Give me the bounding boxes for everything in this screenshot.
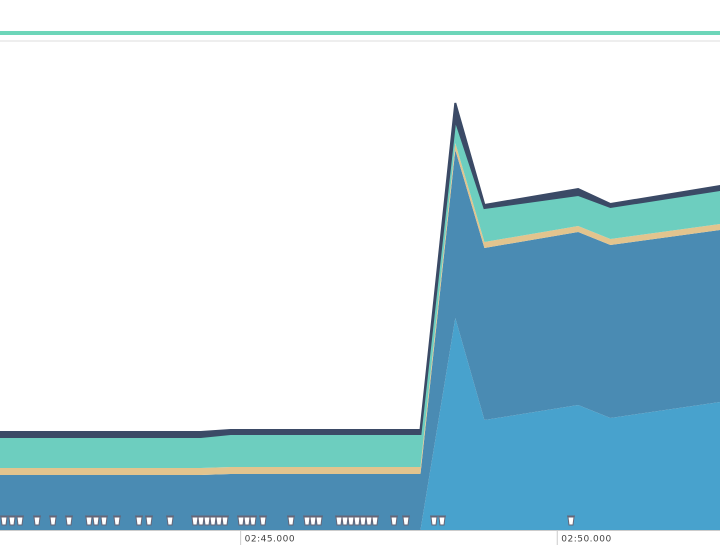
event-icons bbox=[0, 515, 575, 526]
trash-icon bbox=[8, 515, 16, 526]
trash-icon bbox=[567, 515, 575, 526]
trash-icon bbox=[113, 515, 121, 526]
areas bbox=[0, 102, 720, 530]
trash-icon bbox=[92, 515, 100, 526]
x-tick-label: 02:45.000 bbox=[245, 535, 295, 545]
trash-icon bbox=[315, 515, 323, 526]
trash-icon bbox=[191, 515, 199, 526]
trash-icon bbox=[287, 515, 295, 526]
trash-icon bbox=[65, 515, 73, 526]
top-bar bbox=[0, 31, 720, 35]
trash-icon bbox=[390, 515, 398, 526]
area-layer bbox=[0, 150, 720, 530]
trash-icon bbox=[33, 515, 41, 526]
trash-icon bbox=[0, 515, 8, 526]
trash-icon bbox=[145, 515, 153, 526]
trash-icon bbox=[166, 515, 174, 526]
trash-icon bbox=[438, 515, 446, 526]
trash-icon bbox=[249, 515, 257, 526]
trash-icon bbox=[85, 515, 93, 526]
x-tick-label: 02:50.000 bbox=[561, 535, 611, 545]
trash-icon bbox=[100, 515, 108, 526]
area-layer bbox=[0, 102, 720, 438]
trash-icon bbox=[402, 515, 410, 526]
trash-icon bbox=[49, 515, 57, 526]
trash-icon bbox=[135, 515, 143, 526]
trash-icon bbox=[430, 515, 438, 526]
area-layer bbox=[0, 318, 720, 530]
trash-icon bbox=[221, 515, 229, 526]
area-layer bbox=[0, 120, 720, 468]
trash-icon bbox=[215, 515, 223, 526]
trash-icon bbox=[359, 515, 367, 526]
trash-icon bbox=[341, 515, 349, 526]
trash-icon bbox=[16, 515, 24, 526]
trash-icon bbox=[371, 515, 379, 526]
trash-icon bbox=[347, 515, 355, 526]
trash-icon bbox=[259, 515, 267, 526]
